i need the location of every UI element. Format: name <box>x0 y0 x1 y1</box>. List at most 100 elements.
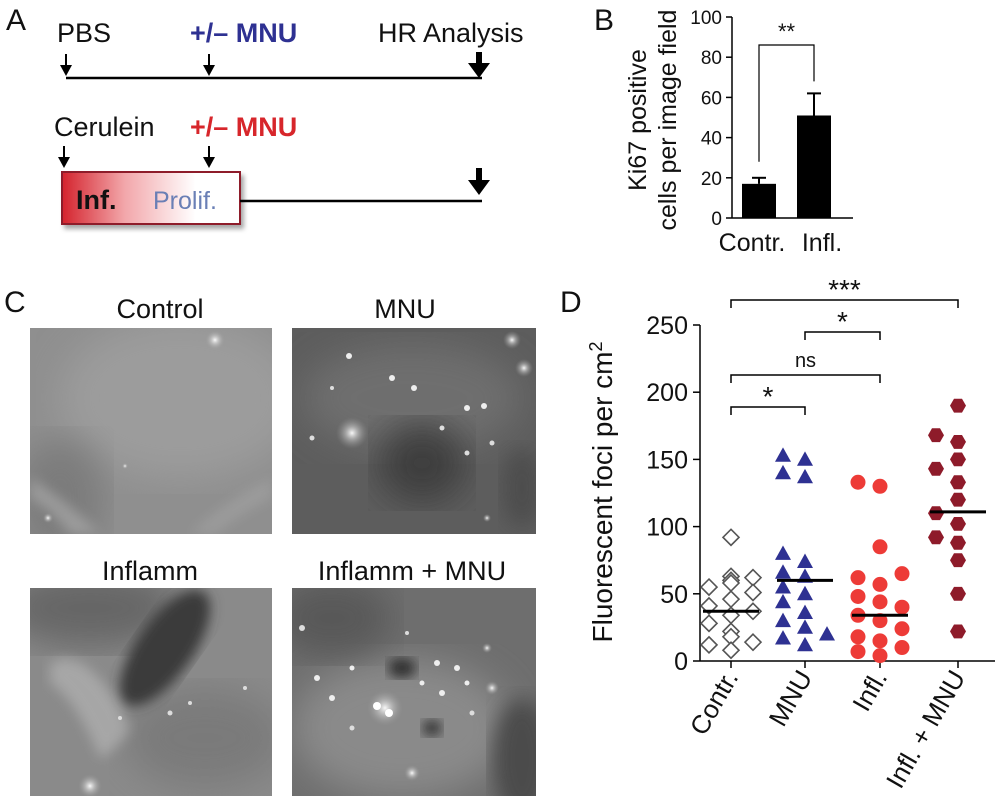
d-ytick-label: 0 <box>674 648 688 676</box>
panel-c: C Control MNU Inflamm Inflamm + MNU <box>4 286 536 796</box>
micrograph-title-mnu: MNU <box>374 294 436 324</box>
d-point-diamond <box>721 528 741 547</box>
b-ytick-label: 100 <box>690 8 722 29</box>
b-ytick-label: 20 <box>701 169 722 190</box>
b-ytick-label: 40 <box>701 129 722 150</box>
d-point-circle <box>872 576 888 592</box>
d-point-circle <box>872 594 888 610</box>
d-bracket <box>730 406 806 415</box>
d-point-hexagon <box>950 492 966 507</box>
d-point-circle <box>872 633 888 649</box>
d-point-triangle <box>775 593 791 609</box>
d-point-diamond <box>699 635 719 655</box>
d-point-triangle <box>775 579 791 594</box>
pbs-label: PBS <box>57 18 111 48</box>
d-bracket-label: * <box>763 381 774 412</box>
panel-b: B Ki67 positive cells per image field 0 2… <box>594 4 853 257</box>
b-bar <box>742 183 776 218</box>
d-point-hexagon <box>928 428 944 443</box>
micrograph-inflamm <box>30 588 272 796</box>
b-ylabel-line1: Ki67 positive <box>624 49 652 191</box>
d-point-triangle <box>775 545 791 560</box>
d-points <box>699 398 966 664</box>
panel-d: D Fluorescent foci per cm2 0 50 100 150 200 2… <box>560 274 995 793</box>
b-bars: ** <box>742 19 831 218</box>
panel-label-b: B <box>594 4 614 37</box>
hr-analysis-label: HR Analysis <box>378 18 524 48</box>
analysis-arrow-bottom <box>468 168 490 195</box>
b-significance-bracket <box>758 44 815 162</box>
micrograph-title-inflamm: Inflamm <box>102 556 198 586</box>
d-point-circle <box>894 621 910 637</box>
d-ytick-label: 250 <box>646 312 688 340</box>
d-point-hexagon <box>928 530 944 545</box>
d-point-triangle <box>797 636 813 652</box>
d-bracket-label: * <box>837 306 848 337</box>
d-xtick-label: MNU <box>763 665 819 731</box>
d-point-circle <box>894 640 910 656</box>
d-point-circle <box>872 613 888 629</box>
mnu-bottom-label: +/– MNU <box>190 112 297 142</box>
d-bracket <box>730 299 959 308</box>
d-point-circle <box>850 644 866 660</box>
d-point-hexagon <box>950 535 966 550</box>
d-xtick-label: Contr. <box>684 665 745 740</box>
d-point-triangle <box>775 464 791 480</box>
micrograph-control <box>30 328 272 534</box>
d-point-circle <box>872 478 888 494</box>
d-point-triangle <box>775 447 791 462</box>
d-point-triangle <box>819 626 835 641</box>
panel-label-d: D <box>560 286 582 319</box>
mnu-bottom-arrow <box>203 146 215 168</box>
d-point-diamond <box>721 590 741 609</box>
b-xtick-label: Contr. <box>719 229 786 257</box>
d-point-circle <box>894 599 910 615</box>
panel-a: A PBS +/– MNU HR Analysis Cerulein +/– M… <box>6 4 524 225</box>
d-xtick-label: Infl. <box>846 665 893 716</box>
micrograph-title-control: Control <box>116 294 203 324</box>
d-point-diamond <box>699 577 719 597</box>
d-point-triangle <box>775 564 791 579</box>
d-ylabel: Fluorescent foci per cm2 <box>586 341 618 642</box>
d-xlabels: Contr. MNU Infl.Infl. + MNU <box>684 665 972 793</box>
box-prolif-label: Prolif. <box>153 187 217 215</box>
d-point-circle <box>850 588 866 604</box>
d-point-triangle <box>775 630 791 645</box>
d-bracket-label: ns <box>795 350 816 372</box>
d-point-circle <box>850 570 866 586</box>
d-point-triangle <box>775 612 791 628</box>
mnu-top-arrow <box>203 54 215 76</box>
d-point-diamond <box>721 606 741 625</box>
d-point-triangle <box>797 553 813 568</box>
d-bracket-label: *** <box>828 274 861 305</box>
d-point-diamond <box>721 641 741 660</box>
d-point-diamond <box>743 568 763 587</box>
d-point-hexagon <box>950 624 966 639</box>
d-point-hexagon <box>950 553 966 568</box>
d-ylabel-sup: 2 <box>586 341 606 351</box>
d-ytick-label: 100 <box>646 514 688 542</box>
d-point-circle <box>894 566 910 582</box>
b-ytick-label: 0 <box>711 209 722 230</box>
d-point-hexagon <box>950 475 966 490</box>
d-point-diamond <box>743 583 763 602</box>
d-point-triangle <box>797 619 813 634</box>
d-point-circle <box>872 648 888 664</box>
b-ytick-label: 60 <box>701 88 722 109</box>
b-ylabel-line2: cells per image field <box>654 10 682 231</box>
d-bracket <box>804 331 881 340</box>
d-point-diamond <box>743 633 763 652</box>
d-point-hexagon <box>950 435 966 449</box>
b-significance-label: ** <box>778 19 796 44</box>
d-axes: 0 50 100 150 200 250 <box>646 312 995 676</box>
d-point-circle <box>872 539 888 555</box>
cerulein-arrow <box>58 146 70 168</box>
d-point-hexagon <box>950 586 966 601</box>
b-ytick-label: 80 <box>701 48 722 69</box>
micrograph-mnu <box>292 328 536 534</box>
d-point-triangle <box>797 468 813 484</box>
d-point-hexagon <box>950 517 966 531</box>
panel-label-a: A <box>6 4 26 37</box>
inflammation-phase-box <box>61 171 241 225</box>
